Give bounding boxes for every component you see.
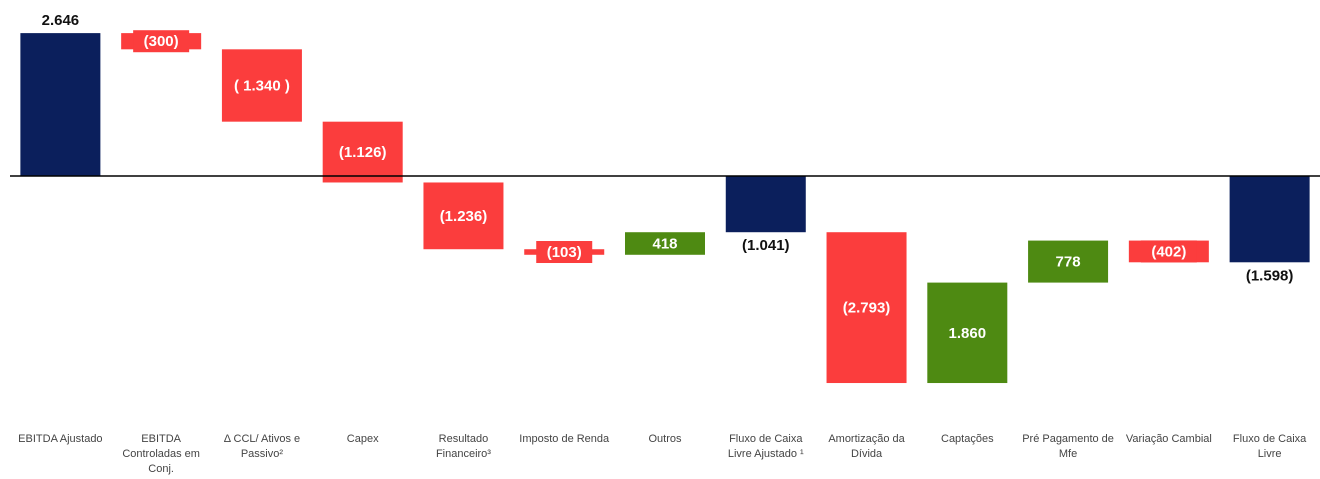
value-label: 1.860 xyxy=(949,325,987,342)
bar xyxy=(725,176,806,233)
value-label: (1.126) xyxy=(339,144,387,161)
x-tick-label: Captações xyxy=(941,433,994,445)
label-box xyxy=(133,30,190,53)
bar xyxy=(826,232,907,384)
x-tick-label: Variação Cambial xyxy=(1125,433,1212,445)
bar xyxy=(221,49,302,122)
value-label: (2.793) xyxy=(843,300,891,317)
value-label: (1.236) xyxy=(440,208,488,225)
x-tick-label: Outros xyxy=(648,433,682,445)
x-tick-label: Imposto de Renda xyxy=(519,433,610,445)
x-tick-label: Fluxo de Caixa Livre xyxy=(1232,433,1307,460)
x-tick-label: EBITDA Ajustado xyxy=(18,433,103,445)
value-label: 778 xyxy=(1056,254,1081,271)
value-label: (402) xyxy=(1151,243,1186,260)
x-tick-label: Amortização da Dívida xyxy=(828,433,905,460)
value-label: (300) xyxy=(144,33,179,50)
x-tick-label: EBITDA Controladas em Conj. xyxy=(122,433,200,475)
bar xyxy=(20,33,101,177)
x-tick-label: Pré Pagamento de Mfe xyxy=(1022,433,1114,460)
x-tick-label: Fluxo de Caixa Livre Ajustado ¹ xyxy=(727,433,804,460)
value-label: 2.646 xyxy=(42,12,80,29)
label-box xyxy=(1140,240,1197,263)
value-label: (1.041) xyxy=(742,237,790,254)
value-label: (103) xyxy=(547,244,582,261)
x-tick-label: Δ CCL/ Ativos e Passivo² xyxy=(223,433,301,460)
bar xyxy=(423,182,504,250)
label-box xyxy=(536,241,593,264)
x-tick-label: Capex xyxy=(346,433,379,445)
bar xyxy=(927,282,1008,384)
bar xyxy=(1229,176,1310,263)
bar xyxy=(1028,240,1109,283)
label-box xyxy=(637,232,693,255)
value-label: (1.598) xyxy=(1246,267,1294,284)
bar xyxy=(322,121,403,183)
value-label: 418 xyxy=(652,235,677,252)
value-label: ( 1.340 ) xyxy=(234,77,290,94)
x-tick-label: Resultado Financeiro³ xyxy=(435,433,491,460)
